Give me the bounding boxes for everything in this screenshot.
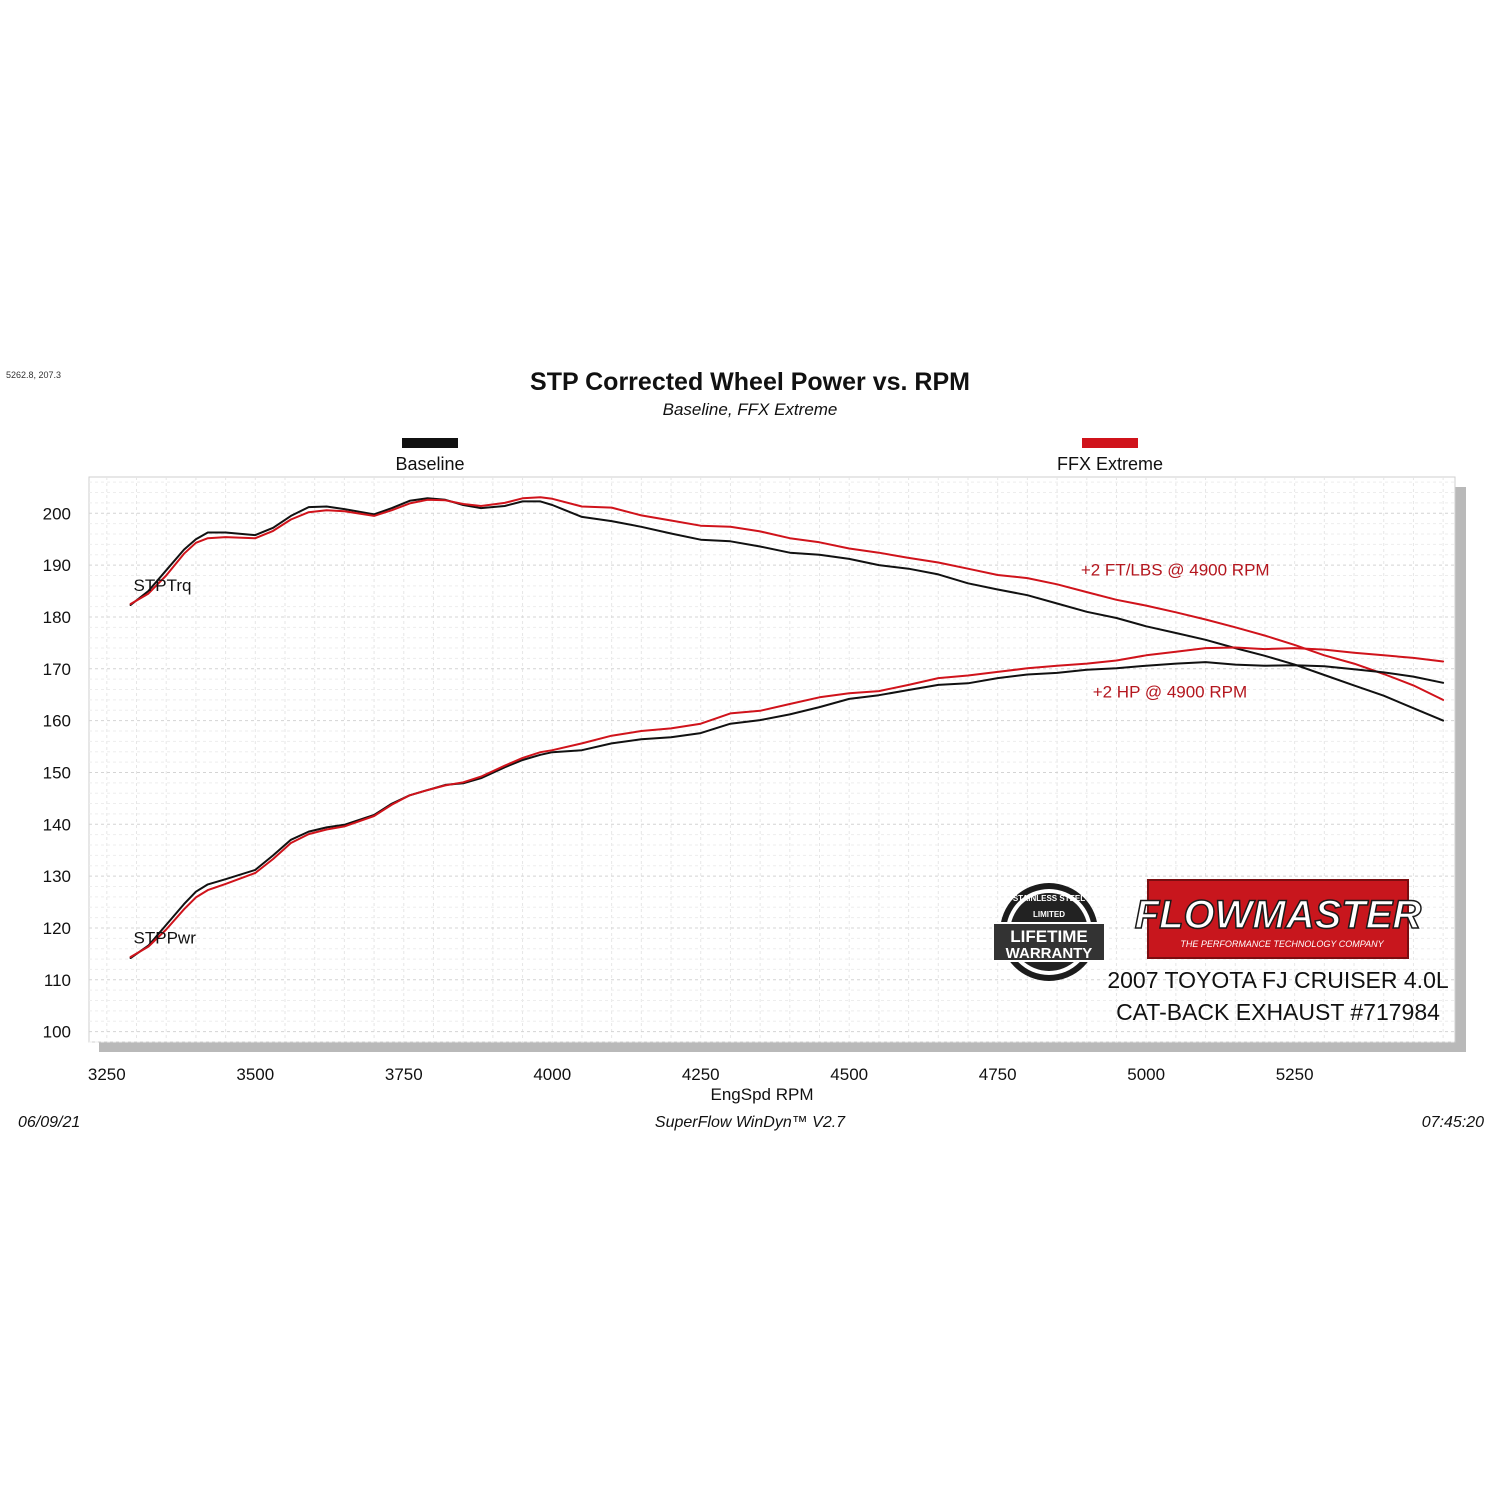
series-line-ffx-extreme-stptrq	[129, 496, 1445, 701]
x-tick-label: 3500	[236, 1065, 274, 1084]
series-line-baseline-stptrq	[129, 497, 1445, 722]
y-tick-label: 160	[43, 712, 71, 731]
curve-label: STPTrq	[134, 576, 192, 595]
y-tick-label: 150	[43, 763, 71, 782]
y-tick-label: 180	[43, 608, 71, 627]
legend-item-baseline: Baseline	[360, 438, 500, 475]
gain-annotation: +2 HP @ 4900 RPM	[1093, 682, 1247, 701]
legend-label-ffx-extreme: FFX Extreme	[1056, 454, 1163, 474]
x-tick-label: 3750	[385, 1065, 423, 1084]
footer-date: 06/09/21	[18, 1114, 81, 1131]
cursor-readout: 5262.8, 207.3	[6, 370, 62, 380]
chart-subtitle: Baseline, FFX Extreme	[662, 400, 838, 419]
x-tick-label: 5250	[1276, 1065, 1314, 1084]
y-tick-label: 110	[44, 971, 71, 990]
vehicle-line-2: CAT-BACK EXHAUST #717984	[1116, 999, 1440, 1025]
curve-labels: STPTrq STPPwr +2 FT/LBS @ 4900 RPM +2 HP @ …	[134, 560, 1270, 947]
x-tick-label: 4750	[979, 1065, 1017, 1084]
vehicle-line-1: 2007 TOYOTA FJ CRUISER 4.0L	[1107, 967, 1449, 993]
curve-label: STPPwr	[134, 929, 197, 948]
svg-text:WARRANTY: WARRANTY	[1006, 945, 1093, 962]
warranty-badge: STAINLESS STEEL LIMITED LIFETIME WARRANT…	[992, 883, 1106, 981]
y-tick-label: 120	[43, 919, 71, 938]
legend-swatch-ffx-extreme	[1082, 438, 1138, 448]
series-layer	[129, 496, 1445, 959]
footer-time: 07:45:20	[1421, 1114, 1484, 1131]
y-tick-label: 170	[43, 660, 71, 679]
legend-swatch-baseline	[402, 438, 458, 448]
brand-logo-text: FLOWMASTER	[1135, 893, 1422, 937]
svg-text:STAINLESS STEEL: STAINLESS STEEL	[1013, 894, 1085, 903]
brand-tagline: THE PERFORMANCE TECHNOLOGY COMPANY	[1180, 939, 1384, 949]
x-tick-label: 4500	[830, 1065, 868, 1084]
x-axis: 3250 3500 3750 4000 4250 4500 4750 5000 5250	[88, 1065, 1314, 1084]
y-axis: 100 110 120 130 140 150 160 170 180 190 200	[43, 504, 71, 1041]
y-tick-label: 200	[43, 504, 71, 523]
legend-label-baseline: Baseline	[395, 454, 465, 474]
footer-software: SuperFlow WinDyn™ V2.7	[654, 1114, 846, 1131]
series-line-baseline-stppwr	[129, 661, 1445, 959]
y-tick-label: 100	[43, 1023, 71, 1042]
x-tick-label: 5000	[1127, 1065, 1165, 1084]
x-tick-label: 3250	[88, 1065, 126, 1084]
y-tick-label: 190	[43, 556, 71, 575]
svg-text:LIFETIME: LIFETIME	[1010, 927, 1087, 946]
y-tick-label: 130	[43, 867, 71, 886]
flowmaster-logo: FLOWMASTER THE PERFORMANCE TECHNOLOGY CO…	[1134, 879, 1422, 959]
gain-annotation: +2 FT/LBS @ 4900 RPM	[1081, 560, 1270, 579]
x-tick-label: 4000	[533, 1065, 571, 1084]
svg-text:LIMITED: LIMITED	[1033, 910, 1065, 919]
chart-title: STP Corrected Wheel Power vs. RPM	[530, 368, 970, 396]
x-tick-label: 4250	[682, 1065, 720, 1084]
series-line-ffx-extreme-stppwr	[129, 646, 1445, 958]
x-axis-label: EngSpd RPM	[711, 1085, 814, 1104]
y-tick-label: 140	[43, 815, 71, 834]
legend-item-ffx-extreme: FFX Extreme	[1040, 438, 1180, 475]
